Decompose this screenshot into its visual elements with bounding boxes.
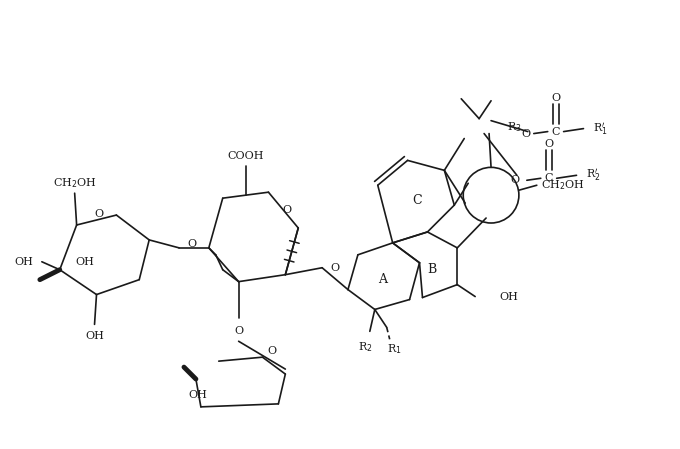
Text: OH: OH (85, 331, 104, 341)
Text: OH: OH (499, 291, 518, 302)
Text: C: C (551, 127, 560, 136)
Text: O: O (551, 93, 560, 103)
Text: O: O (267, 346, 277, 356)
Text: R$_1$: R$_1$ (388, 342, 402, 356)
Text: OH: OH (188, 390, 207, 400)
Text: R$_2$: R$_2$ (358, 340, 372, 354)
Text: O: O (187, 239, 196, 249)
Text: O: O (330, 263, 339, 273)
Text: O: O (522, 128, 530, 139)
Text: O: O (94, 209, 103, 219)
Text: R$_2'$: R$_2'$ (586, 167, 601, 183)
Text: O: O (283, 205, 292, 215)
Text: C: C (545, 173, 553, 183)
Text: A: A (378, 273, 387, 286)
Text: B: B (427, 263, 436, 276)
Text: OH: OH (75, 257, 94, 267)
Text: O: O (234, 326, 243, 336)
Text: R$_1'$: R$_1'$ (594, 121, 608, 136)
Text: C: C (413, 194, 422, 207)
Text: CH$_2$OH: CH$_2$OH (53, 176, 97, 190)
Text: COOH: COOH (227, 151, 264, 162)
Text: R$_3$: R$_3$ (507, 120, 522, 133)
Text: OH: OH (14, 257, 33, 267)
Text: CH$_2$OH: CH$_2$OH (541, 178, 585, 192)
Text: O: O (511, 175, 520, 185)
Text: O: O (544, 140, 554, 150)
